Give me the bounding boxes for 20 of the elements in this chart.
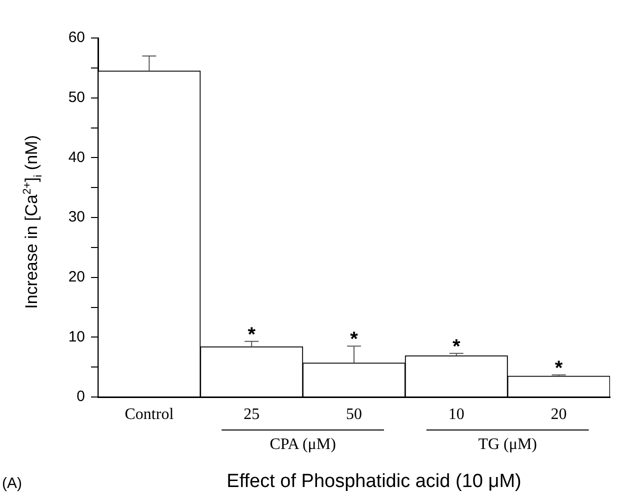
text: TG (μM) [478,436,537,454]
text: CPA (μM) [270,436,336,454]
x-axis-title: Effect of Phosphatidic acid (10 μM) [226,471,522,492]
y-tick-label: 10 [68,328,85,346]
y-tick-label: 30 [68,208,85,226]
y-tick-label: 50 [68,88,85,106]
x-tick-label: 10 [448,406,464,423]
y-tick-label: 60 [68,29,85,46]
annotation: * [452,336,460,358]
y-tick-label: 0 [76,388,85,406]
annotation: * [248,324,256,346]
y-tick-label: 20 [68,268,85,286]
annotation: * [350,328,358,351]
x-tick-label: 50 [346,406,362,423]
x-tick-label: 25 [244,406,260,423]
x-tick-label: 20 [550,406,567,423]
x-tick-label: Control [124,406,174,423]
annotation: * [554,357,563,380]
text: (A) [2,475,22,492]
y-tick-label: 40 [68,148,85,166]
